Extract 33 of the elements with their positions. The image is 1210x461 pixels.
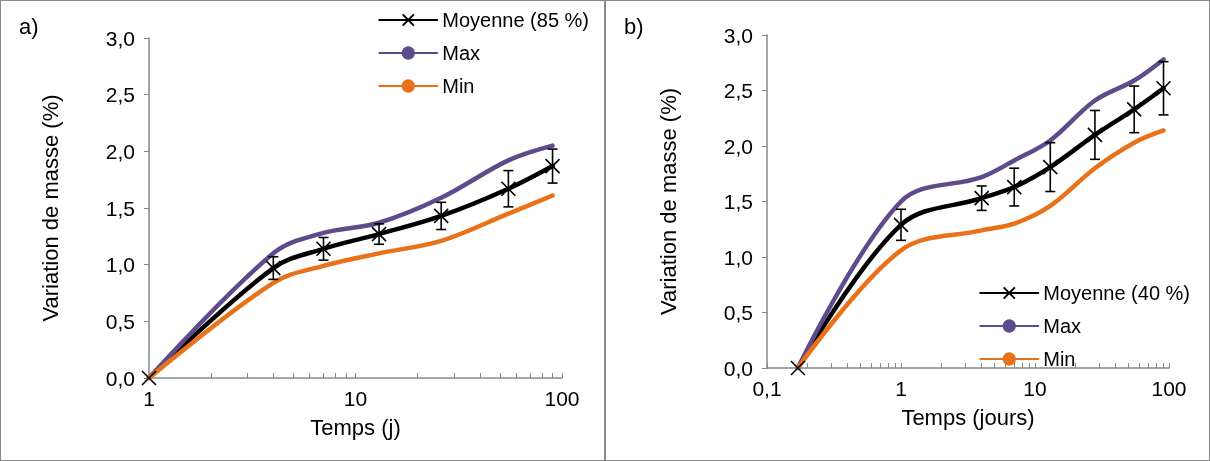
text: a)	[19, 13, 39, 39]
text: b)	[624, 13, 644, 39]
y-axis-title: Variation de masse (%)	[37, 94, 63, 322]
x-tick-label: 10	[1023, 377, 1047, 400]
y-tick-label: 2,5	[723, 79, 753, 102]
y-tick-label: 1,0	[105, 253, 135, 277]
y-tick-label: 3,0	[723, 23, 753, 47]
legend-label: Max	[1043, 315, 1082, 337]
y-tick-label: 0,0	[723, 356, 753, 380]
x-tick-label: 0,1	[752, 377, 782, 400]
y-tick-label: 1,0	[723, 245, 753, 269]
y-tick-label: 1,5	[105, 196, 135, 220]
legend-label: Max	[442, 42, 481, 64]
y-tick-label: 2,0	[723, 134, 753, 158]
y-tick-label: 0,0	[105, 366, 135, 390]
y-axis-title: Variation de masse (%)	[655, 87, 681, 316]
y-tick-label: 2,0	[105, 139, 135, 163]
x-tick-label: 10	[343, 387, 368, 410]
x-tick-label: 100	[544, 387, 580, 410]
legend-label: Min	[442, 75, 475, 97]
y-tick-label: 0,5	[105, 309, 135, 333]
y-tick-label: 2,5	[105, 83, 135, 107]
y-tick-label: 0,5	[723, 301, 753, 324]
legend-label: Min	[1043, 348, 1076, 370]
legend-label: Moyenne (85 %)	[442, 9, 590, 31]
y-tick-label: 1,5	[723, 190, 753, 213]
x-tick-label: 100	[1151, 377, 1187, 400]
y-tick-label: 3,0	[105, 26, 135, 50]
legend-label: Moyenne (40 %)	[1043, 282, 1191, 304]
x-tick-label: 1	[143, 387, 155, 410]
x-axis-title: Temps (j)	[310, 414, 401, 440]
x-tick-label: 1	[895, 377, 907, 400]
x-axis-title: Temps (jours)	[901, 404, 1035, 430]
